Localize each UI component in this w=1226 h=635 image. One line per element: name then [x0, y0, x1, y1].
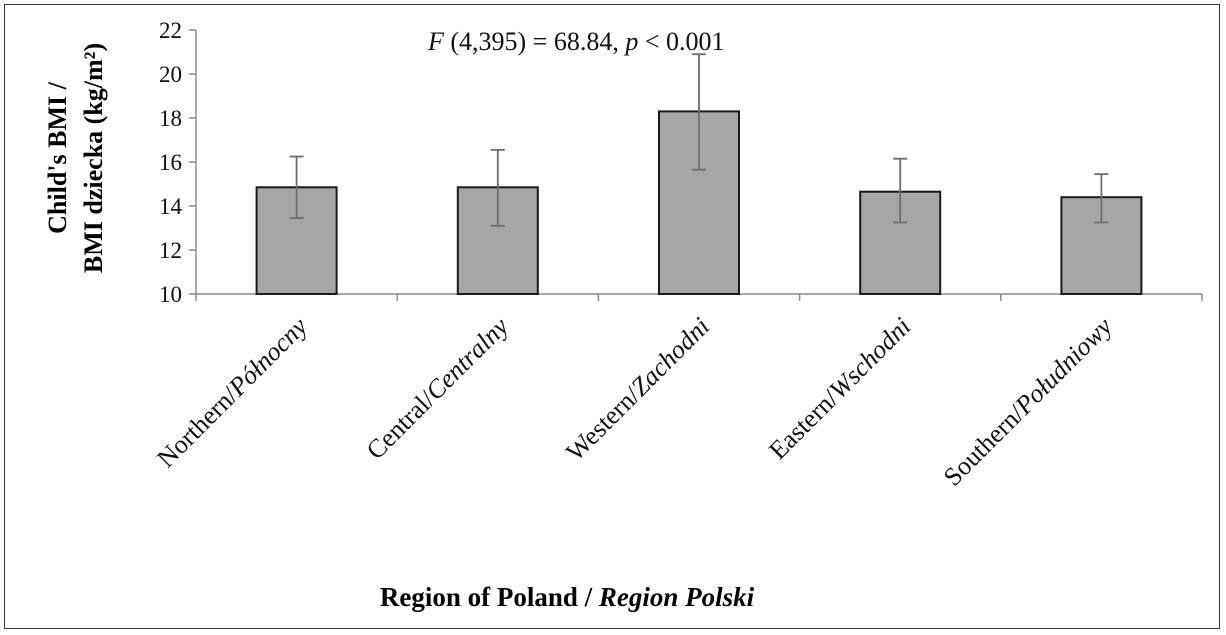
x-category-italic: Centralny	[420, 311, 514, 405]
y-tick-label: 14	[159, 194, 183, 219]
x-category-label: Western/Zachodni	[560, 312, 715, 467]
y-ticks: 10 12 14 16 18 20 22	[159, 18, 1203, 307]
y-tick-label: 20	[159, 62, 182, 87]
x-category-label: Northern/Północny	[151, 311, 313, 473]
x-category-prefix: Southern/	[938, 399, 1031, 492]
x-axis-label: Region of Poland / Region Polski	[380, 582, 755, 612]
x-category-italic: Zachodni	[625, 312, 715, 402]
bars	[255, 110, 1143, 296]
p-symbol: p	[623, 27, 638, 56]
x-categories: Northern/Północny Central/Centralny Wester…	[151, 311, 1118, 491]
f-statistic: (4,395) = 68.84,	[444, 27, 625, 56]
y-tick-label: 10	[159, 282, 182, 307]
f-symbol: F	[427, 27, 445, 56]
x-category-prefix: Eastern/	[763, 384, 844, 465]
x-category-prefix: Central/	[361, 385, 441, 465]
x-category-italic: Północny	[222, 311, 313, 402]
y-tick-label: 22	[159, 18, 182, 43]
p-value: < 0.001	[638, 27, 724, 56]
y-axis-label-line2: BMI dziecka (kg/m²)	[79, 43, 108, 273]
x-category-italic: Południowy	[1009, 311, 1118, 420]
x-axis-label-main: Region of Poland /	[380, 582, 599, 612]
y-axis-label: Child's BMI / BMI dziecka (kg/m²)	[43, 43, 108, 273]
anova-annotation: F (4,395) = 68.84, p < 0.001	[427, 27, 725, 56]
x-category-italic: Wschodni	[823, 312, 916, 405]
x-category-prefix: Western/	[560, 381, 646, 467]
x-category-label: Southern/Południowy	[938, 311, 1118, 491]
x-category-label: Eastern/Wschodni	[763, 312, 916, 465]
x-axis-label-italic: Region Polski	[598, 582, 755, 612]
x-category-prefix: Northern/	[151, 381, 244, 474]
error-bars	[289, 53, 1109, 227]
y-tick-label: 18	[159, 106, 182, 131]
chart-frame	[4, 4, 1220, 629]
x-category-label: Central/Centralny	[361, 311, 515, 465]
y-axis-label-line1: Child's BMI /	[43, 81, 72, 233]
y-tick-label: 12	[159, 238, 182, 263]
y-tick-label: 16	[159, 150, 182, 175]
